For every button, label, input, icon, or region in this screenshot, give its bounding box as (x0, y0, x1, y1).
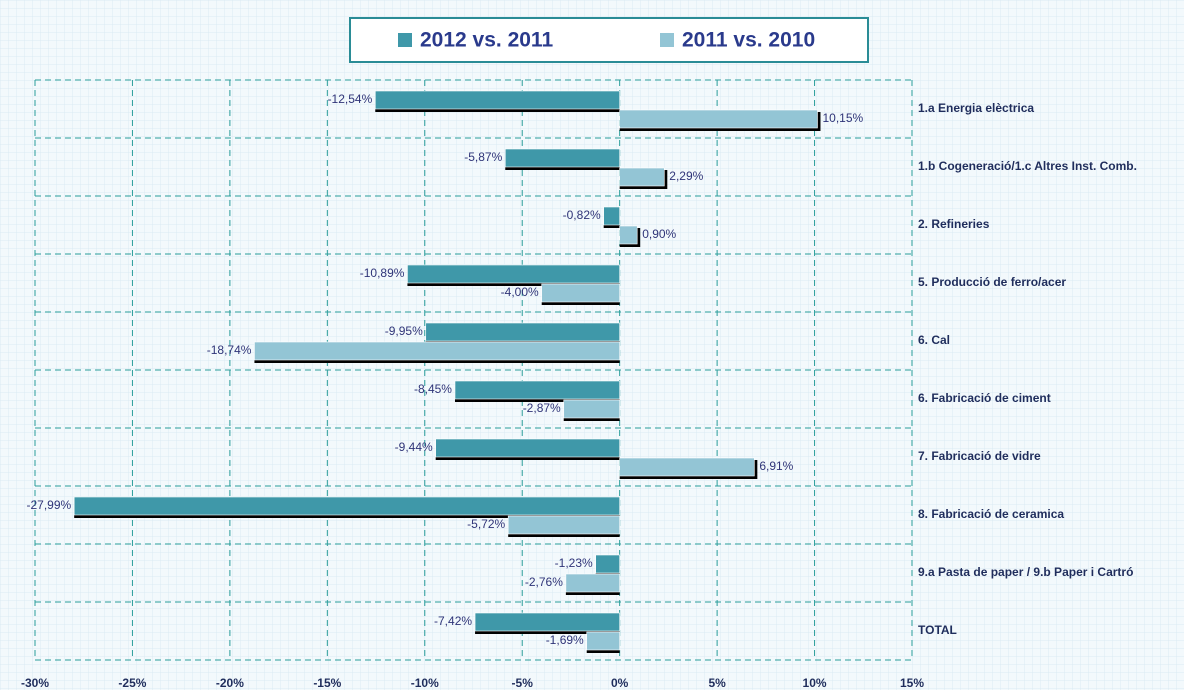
category-label: 1.b Cogeneració/1.c Altres Inst. Comb. (918, 159, 1137, 173)
legend-box (349, 17, 869, 63)
value-label: 6,91% (759, 459, 793, 473)
x-tick-label: -20% (216, 676, 244, 690)
category-label: 1.a Energia elèctrica (918, 101, 1034, 115)
bar (603, 206, 620, 226)
category-label: 2. Refineries (918, 217, 990, 231)
bar (586, 631, 620, 651)
value-label: -8,45% (414, 382, 452, 396)
value-label: 2,29% (669, 169, 703, 183)
bar-shadow (619, 170, 668, 189)
x-tick-label: 15% (900, 676, 924, 690)
x-tick-label: -10% (411, 676, 439, 690)
value-label: -4,00% (501, 285, 539, 299)
bar (374, 90, 620, 110)
value-label: -0,82% (563, 208, 601, 222)
bar (619, 167, 665, 187)
value-label: -7,42% (434, 614, 472, 628)
bar-shadow (619, 228, 641, 247)
bar (73, 496, 620, 516)
x-tick-label: -25% (118, 676, 146, 690)
bar (435, 438, 620, 458)
bar (474, 612, 620, 632)
category-label: TOTAL (918, 623, 957, 637)
value-label: -1,23% (555, 556, 593, 570)
category-label: 5. Producció de ferro/acer (918, 275, 1066, 289)
bar (507, 515, 620, 535)
bar (541, 283, 620, 303)
x-tick-label: 10% (803, 676, 827, 690)
value-label: -9,95% (385, 324, 423, 338)
value-label: 10,15% (822, 111, 863, 125)
bar (595, 554, 620, 574)
category-label: 7. Fabricació de vidre (918, 449, 1041, 463)
bar (504, 148, 620, 168)
bar (619, 225, 638, 245)
value-label: -10,89% (360, 266, 405, 280)
bar-shadow (619, 112, 821, 131)
bar (425, 322, 620, 342)
category-label: 9.a Pasta de paper / 9.b Paper i Cartró (918, 565, 1133, 579)
legend-swatch (660, 33, 674, 47)
x-tick-label: 0% (611, 676, 629, 690)
category-label: 6. Fabricació de ciment (918, 391, 1051, 405)
bar-shadow (619, 460, 758, 479)
legend-label: 2012 vs. 2011 (420, 29, 553, 52)
bar (565, 573, 620, 593)
category-label: 6. Cal (918, 333, 950, 347)
category-label: 8. Fabricació de ceramica (918, 507, 1064, 521)
bar (563, 399, 620, 419)
value-label: -5,87% (464, 150, 502, 164)
value-label: -12,54% (328, 92, 373, 106)
legend-swatch (398, 33, 412, 47)
value-label: -2,87% (523, 401, 561, 415)
bar (407, 264, 620, 284)
value-label: -5,72% (467, 517, 505, 531)
x-tick-label: -30% (21, 676, 49, 690)
bar (254, 341, 620, 361)
bar (454, 380, 620, 400)
value-label: 0,90% (642, 227, 676, 241)
value-label: -2,76% (525, 575, 563, 589)
legend-label: 2011 vs. 2010 (682, 29, 815, 52)
value-label: -9,44% (395, 440, 433, 454)
value-label: -27,99% (26, 498, 71, 512)
bar (619, 457, 755, 477)
x-tick-label: -15% (313, 676, 341, 690)
bar (619, 109, 818, 129)
value-label: -18,74% (207, 343, 252, 357)
value-label: -1,69% (546, 633, 584, 647)
x-tick-label: 5% (708, 676, 726, 690)
x-tick-label: -5% (512, 676, 534, 690)
